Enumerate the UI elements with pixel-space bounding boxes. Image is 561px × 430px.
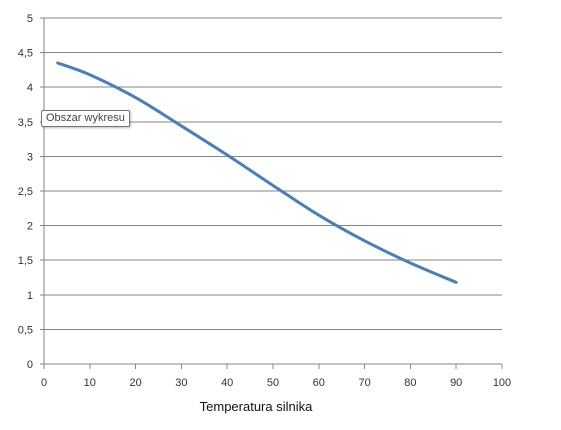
x-tick-label: 0	[41, 377, 47, 389]
y-tick-labels: 0 0,5 1 1,5 2 2,5 3 3,5 4 4,5 5	[18, 13, 33, 371]
y-tick-label: 2,5	[18, 186, 33, 198]
y-tick-label: 2	[27, 221, 33, 233]
y-tick-label: 0,5	[18, 324, 33, 336]
x-tick-label: 20	[129, 377, 141, 389]
x-tick-label: 40	[221, 377, 233, 389]
axes	[40, 17, 503, 369]
chart-area-tooltip: Obszar wykresu	[41, 110, 130, 127]
y-tick-label: 5	[27, 13, 33, 25]
y-tick-label: 4,5	[18, 48, 33, 60]
x-tick-label: 10	[84, 377, 96, 389]
x-tick-label: 50	[267, 377, 279, 389]
x-tick-label: 30	[175, 377, 187, 389]
x-axis-title: Temperatura silnika	[200, 399, 313, 414]
x-tick-label: 80	[404, 377, 416, 389]
y-tick-label: 0	[27, 359, 33, 371]
x-tick-label: 60	[313, 377, 325, 389]
y-tick-label: 4	[27, 82, 33, 94]
series	[56, 61, 458, 284]
x-tick-label: 70	[358, 377, 370, 389]
y-tick-label: 1,5	[18, 255, 33, 267]
y-tick-label: 1	[27, 290, 33, 302]
y-tick-label: 3	[27, 151, 33, 163]
x-tick-label: 90	[450, 377, 462, 389]
gridlines	[44, 17, 502, 330]
x-tick-label: 100	[493, 377, 511, 389]
x-tick-labels: 0 10 20 30 40 50 60 70 80 90 100	[41, 377, 511, 389]
y-tick-label: 3,5	[18, 117, 33, 129]
series-line	[56, 61, 458, 284]
